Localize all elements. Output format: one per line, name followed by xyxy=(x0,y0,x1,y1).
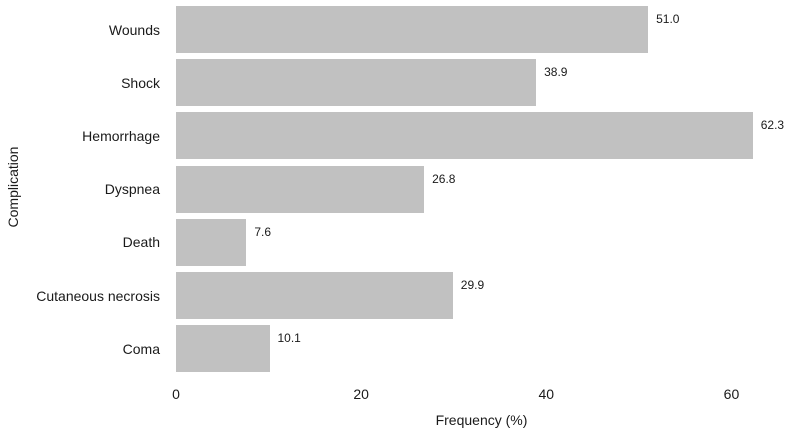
bar-value-label: 29.9 xyxy=(460,278,485,292)
bar xyxy=(176,59,537,107)
category-label: Wounds xyxy=(108,21,160,38)
x-tick-label: 60 xyxy=(723,386,740,402)
x-tick-label: 0 xyxy=(172,386,180,402)
category-label: Hemorrhage xyxy=(82,127,160,144)
bar xyxy=(176,325,270,373)
bar-value-label: 7.6 xyxy=(254,224,272,239)
x-tick-label: 40 xyxy=(538,386,555,402)
category-label: Dyspnea xyxy=(104,181,160,198)
category-label: Death xyxy=(122,234,160,251)
bar-value-label: 26.8 xyxy=(432,171,456,186)
category-label: Cutaneous necrosis xyxy=(36,287,160,304)
bar xyxy=(176,6,649,53)
bar-value-label: 10.1 xyxy=(277,331,301,346)
y-axis-tick-labels: Wounds Shock Hemorrhage Dyspnea Death Cutaneo… xyxy=(0,0,168,379)
bar xyxy=(176,218,247,266)
category-label: Coma xyxy=(122,340,160,357)
bar xyxy=(176,272,453,319)
bar-value-label: 51.0 xyxy=(656,12,680,26)
category-label: Shock xyxy=(121,74,160,91)
bar xyxy=(176,165,425,213)
x-axis-title: Frequency (%) xyxy=(435,412,528,428)
bar-value-label: 62.3 xyxy=(760,118,785,133)
bar-value-label: 38.9 xyxy=(544,65,568,80)
bar xyxy=(176,112,753,160)
x-axis-tick-labels: 0 20 40 60 xyxy=(0,386,787,404)
plot-area: 51.0 38.9 62.3 26.8 7.6 29.9 10.1 xyxy=(176,0,787,379)
x-tick-label: 20 xyxy=(353,386,369,402)
